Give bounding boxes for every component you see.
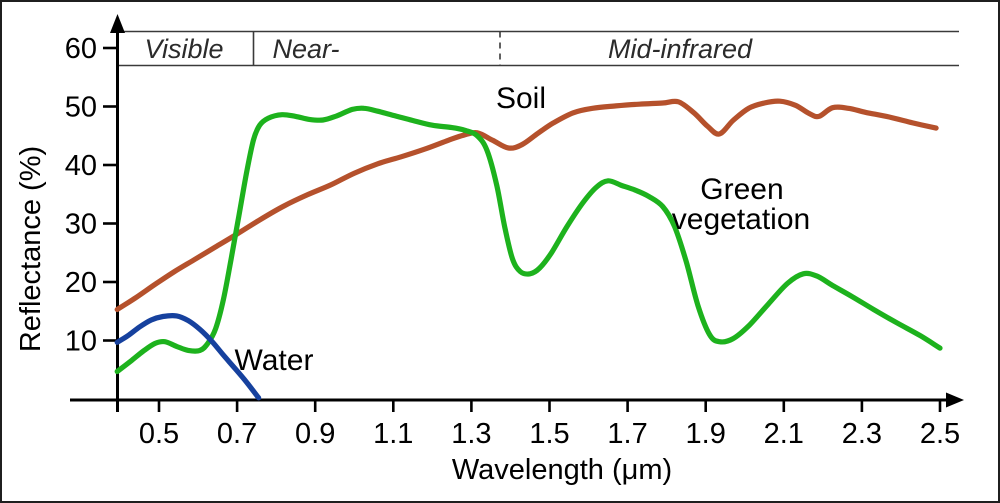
y-axis-tick-label: 50: [65, 92, 97, 124]
x-axis: 0.5 0.7 0.9 1.1 1.3 1.5 1.7 1.9 2.1 2.3 2.5 Wavele…: [70, 392, 964, 486]
y-axis-arrow-icon: [110, 14, 125, 33]
x-axis-tick-labels: 0.5 0.7 0.9 1.1 1.3 1.5 1.7 1.9 2.1 2.3 2.5: [139, 418, 960, 450]
y-axis-tick-label: 10: [65, 326, 97, 358]
y-axis-tick-labels: 10 20 30 40 50 60: [65, 33, 97, 358]
x-axis-tick-label: 1.3: [451, 418, 491, 450]
band-label-mid: Mid-infrared: [608, 34, 753, 64]
x-axis-tick-label: 0.7: [217, 418, 257, 450]
soil-curve-label: Soil: [496, 82, 546, 115]
x-axis-tick-label: 2.3: [842, 418, 882, 450]
x-axis-arrow-icon: [946, 392, 964, 408]
y-axis-title: Reflectance (%): [15, 146, 47, 352]
band-label-near: Near-: [272, 34, 339, 64]
band-label-visible: Visible: [144, 34, 223, 64]
band-bar: Visible Near- Mid-infrared: [117, 30, 959, 67]
y-axis: 10 20 30 40 50 60 Reflectance (%): [15, 14, 125, 412]
green-curve-label-line1: Green: [700, 173, 783, 206]
curve-labels: Soil Green vegetation Water: [235, 82, 811, 377]
y-axis-ticks: [103, 46, 117, 342]
x-axis-tick-label: 0.9: [295, 418, 335, 450]
water-curve-label: Water: [235, 344, 314, 377]
y-axis-tick-label: 40: [65, 150, 97, 182]
y-axis-tick-label: 30: [65, 209, 97, 241]
x-axis-ticks: [157, 400, 942, 412]
x-axis-title: Wavelength (μm): [452, 454, 672, 486]
y-axis-tick-label: 20: [65, 267, 97, 299]
x-axis-tick-label: 2.1: [764, 418, 804, 450]
y-axis-tick-label: 60: [65, 33, 97, 65]
curve-soil: [114, 98, 939, 313]
x-axis-tick-label: 1.1: [373, 418, 413, 450]
x-axis-tick-label: 0.5: [139, 418, 179, 450]
green-curve-label-line2: vegetation: [672, 203, 810, 236]
curve-green-vegetation: [114, 105, 943, 375]
curves: [114, 98, 943, 401]
x-axis-tick-label: 1.7: [607, 418, 647, 450]
x-axis-tick-label: 1.5: [529, 418, 569, 450]
x-axis-tick-label: 2.5: [920, 418, 960, 450]
x-axis-tick-label: 1.9: [686, 418, 726, 450]
curve-water: [114, 312, 262, 401]
